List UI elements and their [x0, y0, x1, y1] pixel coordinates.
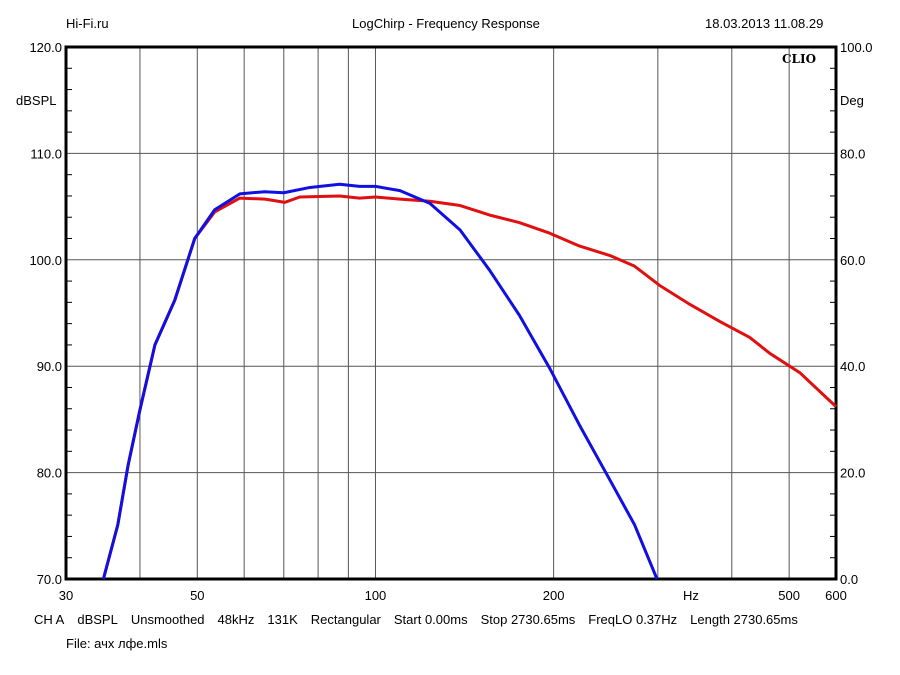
- file-name: File: ачх лфе.mls: [66, 636, 168, 651]
- footer-param: FreqLO 0.37Hz: [588, 612, 678, 627]
- y-tick-label: 100.0: [29, 253, 62, 268]
- footer-param: 131K: [267, 612, 298, 627]
- x-tick-label: 500: [778, 588, 800, 603]
- footer-param: Length 2730.65ms: [690, 612, 798, 627]
- y-tick-label: 120.0: [29, 40, 62, 55]
- y2-tick-label: 0.0: [840, 572, 858, 587]
- footer-param: Stop 2730.65ms: [480, 612, 576, 627]
- x-axis-label: Hz: [683, 588, 699, 603]
- y-tick-label: 70.0: [37, 572, 62, 587]
- x-tick-label: 100: [365, 588, 387, 603]
- footer-param: Rectangular: [310, 612, 381, 627]
- y2-tick-label: 80.0: [840, 146, 865, 161]
- footer-params: CH A dBSPL Unsmoothed 48kHz 131K Rectangular S…: [34, 612, 798, 627]
- x-tick-label: 200: [543, 588, 565, 603]
- header-left: Hi-Fi.ru: [66, 16, 109, 31]
- series-blue-line: [101, 182, 659, 580]
- series-red-line: [101, 194, 838, 580]
- y2-tick-label: 100.0: [840, 40, 873, 55]
- y-tick-label: 90.0: [37, 359, 62, 374]
- footer-param: Start 0.00ms: [393, 612, 468, 627]
- y-tick-label: 80.0: [37, 466, 62, 481]
- x-tick-label: 30: [59, 588, 73, 603]
- x-tick-label: 50: [190, 588, 204, 603]
- y-tick-label: 110.0: [30, 146, 62, 161]
- footer-param: dBSPL: [77, 612, 118, 627]
- y2-tick-label: 20.0: [840, 466, 865, 481]
- footer-param: CH A: [34, 612, 65, 627]
- y-axis-label: dBSPL: [16, 93, 57, 108]
- y2-tick-label: 40.0: [840, 359, 865, 374]
- y2-axis-label: Deg: [840, 93, 864, 108]
- plot-frame: [64, 45, 838, 581]
- clio-logo: CLIO: [782, 52, 817, 66]
- footer-param: 48kHz: [217, 612, 255, 627]
- chart-title: LogChirp - Frequency Response: [352, 16, 540, 31]
- header-date: 18.03.2013 11.08.29: [705, 16, 824, 31]
- footer-param: Unsmoothed: [130, 612, 205, 627]
- y2-tick-label: 60.0: [840, 253, 865, 268]
- x-tick-label: 600: [825, 588, 847, 603]
